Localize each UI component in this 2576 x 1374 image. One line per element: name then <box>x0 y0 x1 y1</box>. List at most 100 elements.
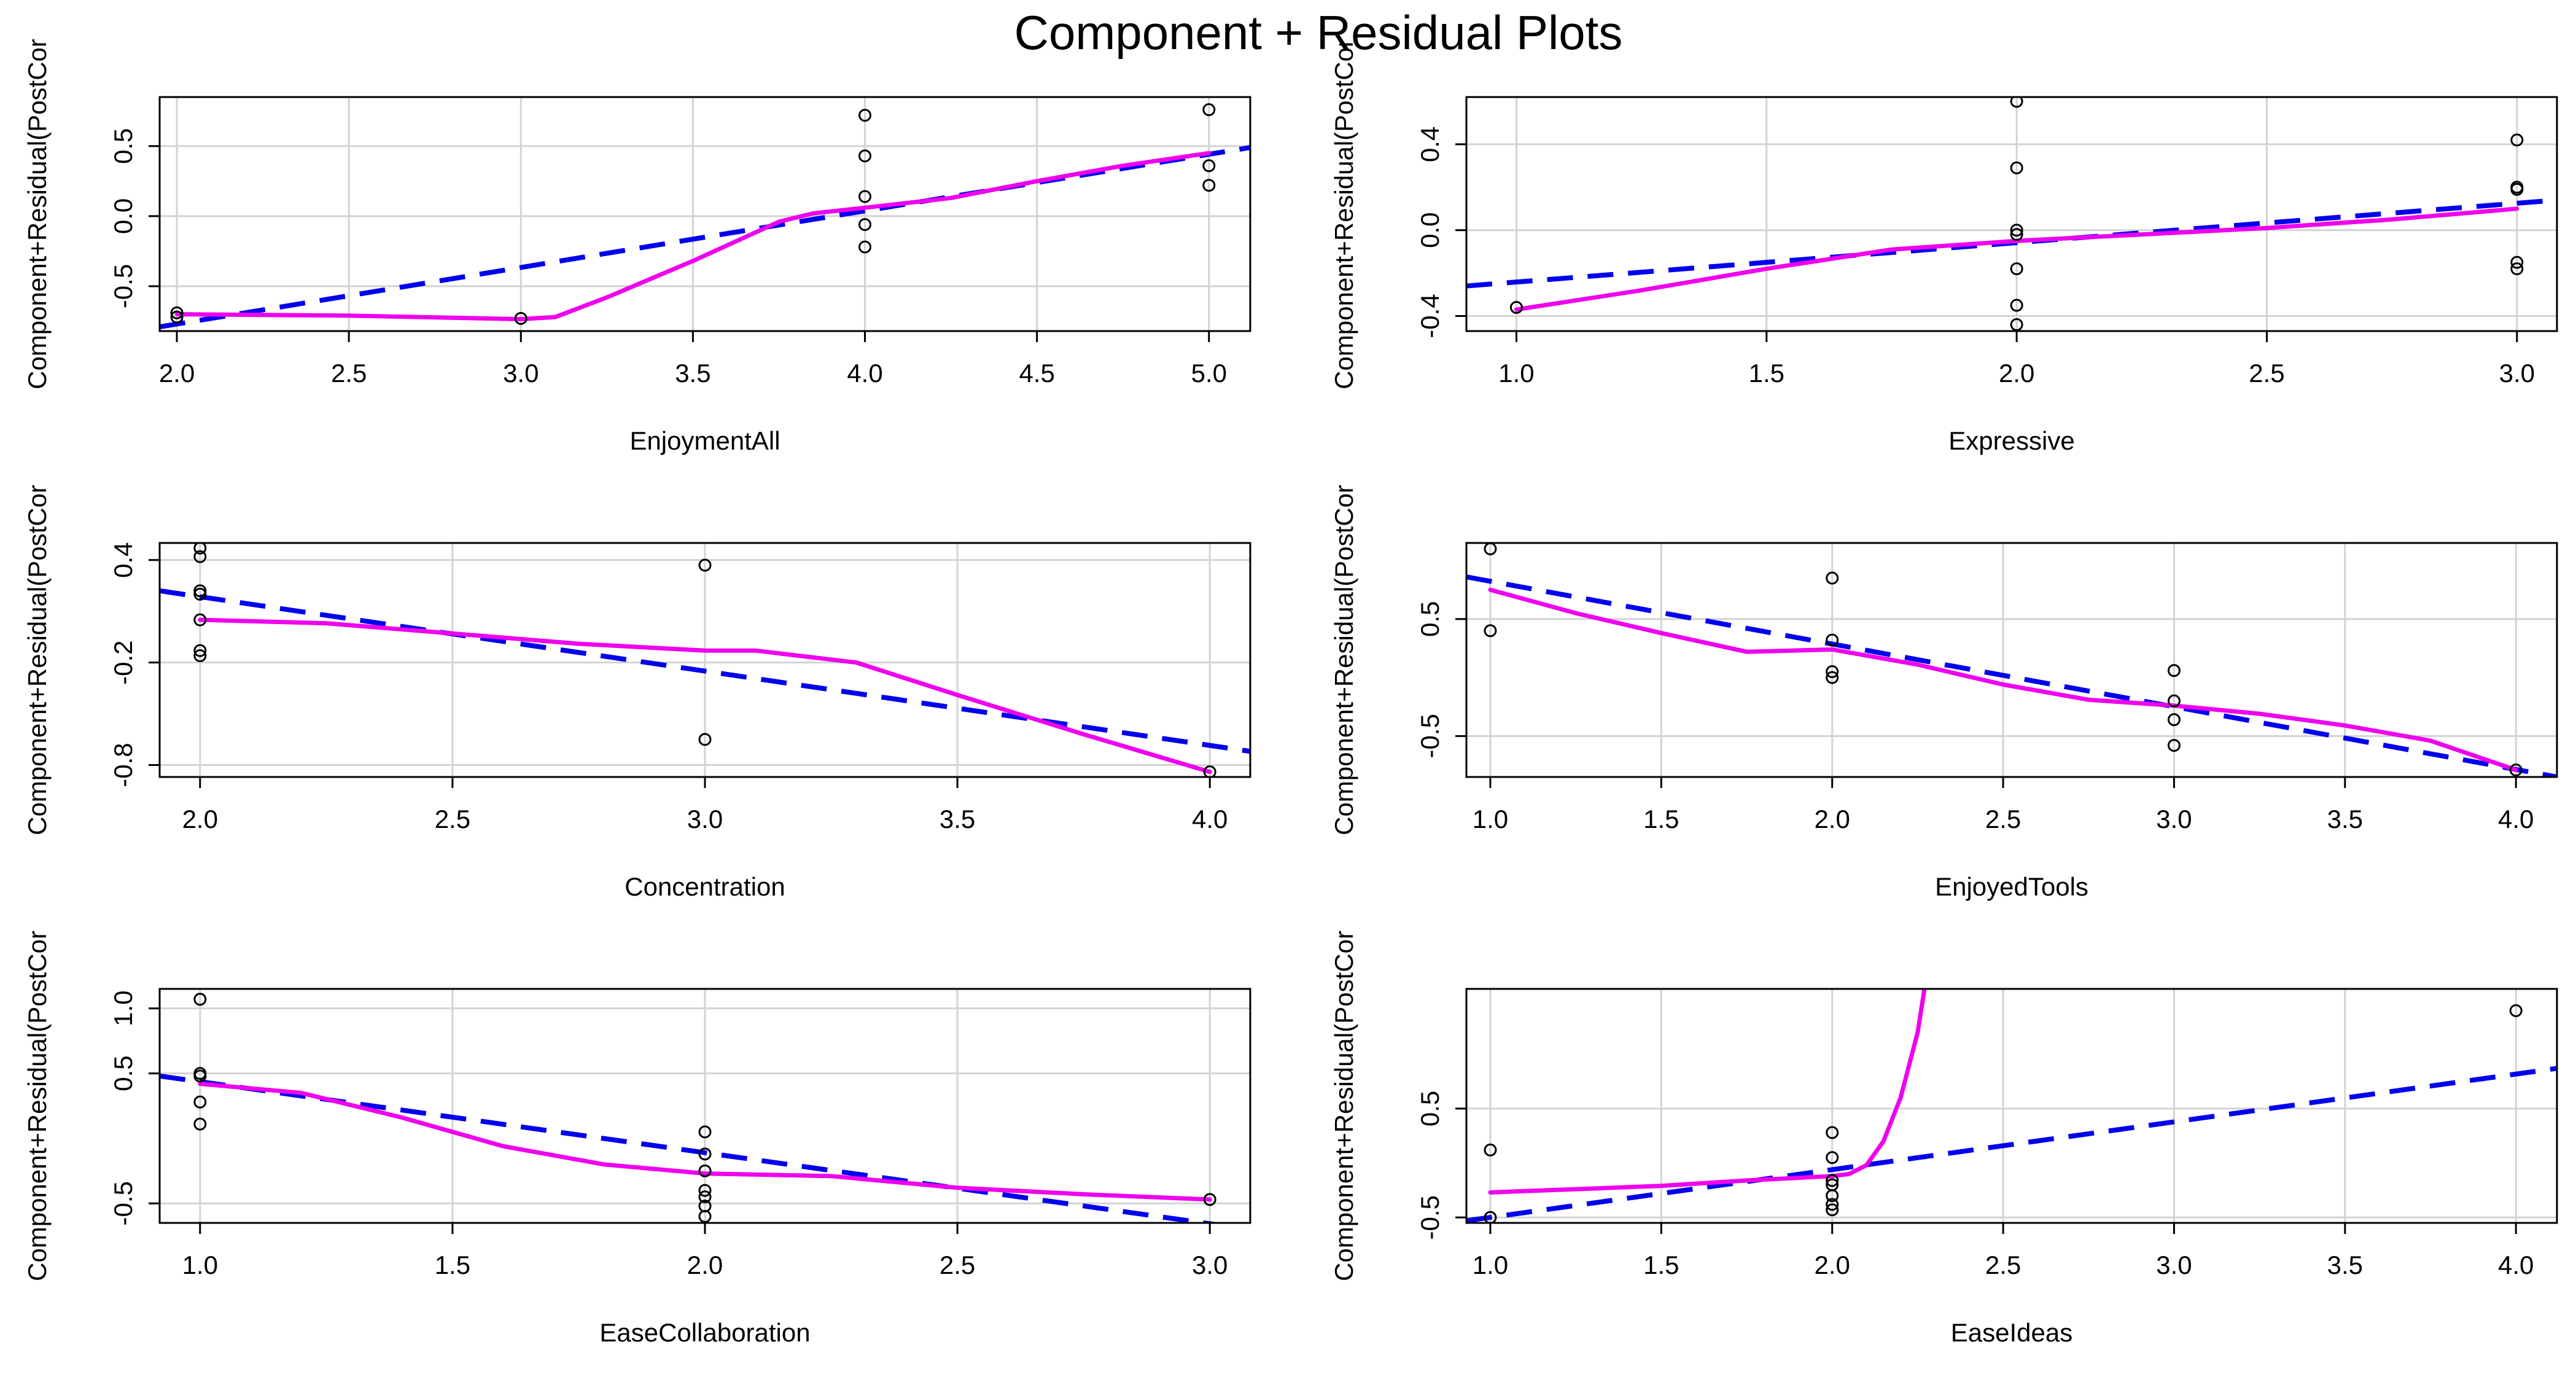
x-tick-label: 5.0 <box>1191 359 1227 388</box>
data-point <box>1826 1198 1839 1211</box>
data-point <box>1509 301 1523 314</box>
plot-frame <box>1465 96 2558 332</box>
data-point <box>193 1069 207 1083</box>
data-point <box>1826 571 1839 585</box>
x-tick-label: 3.0 <box>2499 359 2535 388</box>
data-point <box>1826 1189 1839 1203</box>
data-point <box>193 644 207 657</box>
data-point <box>193 543 207 555</box>
data-point <box>858 218 872 232</box>
y-tick-label: 0.4 <box>109 542 138 578</box>
linear-fit-line <box>160 145 1250 330</box>
plot-area <box>1466 543 2557 777</box>
panel-easeideas: 1.0 1.5 2.0 2.5 3.0 3.5 4.0 -0.5 0.5 EaseIdeas Com… <box>1329 931 2558 1347</box>
y-tick-label: 0.5 <box>1415 601 1444 637</box>
x-tick-label: 4.0 <box>1192 805 1228 833</box>
data-point <box>698 1184 712 1197</box>
residual-smooth-line <box>1488 587 2518 773</box>
x-tick-label: 2.5 <box>1985 805 2021 833</box>
data-point <box>2510 262 2524 276</box>
y-axis-label: Component+Residual(PostCor <box>23 485 52 835</box>
data-point <box>1826 1126 1839 1139</box>
data-point <box>2010 97 2023 108</box>
data-point <box>1203 765 1216 777</box>
residual-smooth-line <box>174 150 1212 322</box>
x-tick-label: 4.0 <box>2498 1251 2534 1279</box>
data-point <box>1826 1203 1839 1217</box>
x-tick-label: 2.0 <box>159 359 195 388</box>
y-tick-label: -0.5 <box>109 264 138 308</box>
data-point <box>193 1117 207 1131</box>
data-point <box>858 149 872 163</box>
data-point <box>1826 665 1839 679</box>
data-point <box>193 1095 207 1109</box>
plot-area <box>160 543 1250 777</box>
data-point <box>193 550 207 563</box>
y-tick-label: -0.8 <box>109 743 138 787</box>
panel-enjoymentall: 2.0 2.5 3.0 3.5 4.0 4.5 5.0 -0.5 0.0 0.5 Enjoyment… <box>23 39 1251 455</box>
x-tick-label: 1.5 <box>1643 805 1679 833</box>
y-tick-label: 0.0 <box>109 198 138 234</box>
x-tick-label: 3.0 <box>1192 1251 1228 1279</box>
x-tick-label: 2.5 <box>331 359 367 388</box>
panel-expressive: 1.0 1.5 2.0 2.5 3.0 -0.4 0.0 0.4 Expressive Compo… <box>1329 39 2558 455</box>
plot-frame <box>158 96 1251 332</box>
x-tick-label: 2.0 <box>1999 359 2034 388</box>
x-tick-label: 1.0 <box>1473 1251 1508 1279</box>
data-point <box>2010 299 2023 312</box>
data-point <box>170 310 184 324</box>
plot-area <box>1466 97 2557 331</box>
x-tick-label: 2.0 <box>1815 805 1850 833</box>
data-point <box>193 993 207 1006</box>
x-tick-label: 3.5 <box>2327 805 2363 833</box>
y-tick-label: -0.5 <box>1415 1195 1444 1239</box>
data-point <box>698 1164 712 1177</box>
x-axis-label: EnjoymentAll <box>629 426 780 455</box>
data-point <box>193 584 207 598</box>
y-tick-label: -0.4 <box>1415 294 1444 338</box>
plot-area <box>160 993 1222 1223</box>
data-point <box>1203 1193 1216 1206</box>
y-axis-label: Component+Residual(PostCor <box>1329 39 1358 389</box>
data-point <box>193 649 207 663</box>
residual-smooth-line <box>198 617 1212 775</box>
x-tick-label: 2.5 <box>940 1251 975 1279</box>
data-point <box>2010 262 2023 276</box>
x-tick-label: 3.0 <box>2156 805 2192 833</box>
y-tick-label: 0.5 <box>109 1055 138 1091</box>
x-tick-label: 1.0 <box>1473 805 1508 833</box>
panel-easecollaboration: 1.0 1.5 2.0 2.5 3.0 -0.5 0.5 1.0 EaseCollaborati… <box>23 931 1251 1347</box>
x-tick-label: 1.5 <box>1643 1251 1679 1279</box>
data-point <box>1826 1151 1839 1165</box>
data-point <box>858 240 872 254</box>
data-point <box>1202 103 1216 117</box>
data-point <box>2510 256 2524 269</box>
figure-title: Component + Residual Plots <box>1014 6 1623 60</box>
data-point <box>170 306 184 319</box>
y-axis-label: Component+Residual(PostCor <box>1329 931 1358 1281</box>
data-point <box>2509 1004 2523 1017</box>
x-axis-label: EaseIdeas <box>1951 1318 2072 1347</box>
data-point <box>698 1209 712 1223</box>
data-point <box>1484 1143 1497 1157</box>
data-point <box>858 109 872 122</box>
plot-frame <box>158 542 1251 778</box>
data-point <box>2010 228 2023 241</box>
x-tick-label: 3.5 <box>2327 1251 2363 1279</box>
data-point <box>2167 694 2181 708</box>
linear-fit-line <box>1466 1066 2557 1223</box>
y-axis-label: Component+Residual(PostCor <box>23 931 52 1281</box>
x-axis-label: EnjoyedTools <box>1935 872 2088 901</box>
x-tick-label: 1.5 <box>1749 359 1784 388</box>
y-axis-label: Component+Residual(PostCor <box>1329 485 1358 835</box>
data-point <box>698 1147 712 1161</box>
plot-area <box>160 103 1250 330</box>
x-axis-label: Concentration <box>625 872 785 901</box>
residual-smooth-line <box>1488 989 1927 1195</box>
y-tick-label: 0.0 <box>1415 213 1444 248</box>
x-tick-label: 3.0 <box>2156 1251 2192 1279</box>
plot-frame <box>1465 542 2558 778</box>
data-point <box>1484 624 1497 638</box>
x-tick-label: 2.0 <box>687 1251 723 1279</box>
data-point <box>2167 739 2181 752</box>
